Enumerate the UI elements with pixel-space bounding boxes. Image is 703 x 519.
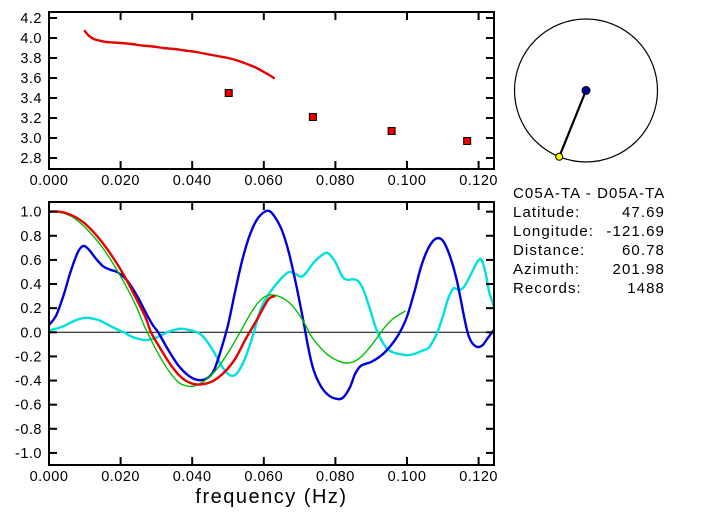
azimuth-station-dot xyxy=(555,152,564,161)
station-pair-title: C05A-TA - D05A-TA xyxy=(513,185,666,202)
x-tick-label: 0.020 xyxy=(101,469,140,485)
y-tick-label: 0.0 xyxy=(20,325,42,341)
y-tick-label: -0.4 xyxy=(15,374,42,390)
info-label: Azimuth: xyxy=(513,261,581,278)
azimuth-circle xyxy=(513,18,659,163)
y-tick-label: -0.8 xyxy=(15,422,42,438)
cyan-curve xyxy=(49,251,494,378)
x-tick-label: 0.060 xyxy=(244,173,283,189)
azimuth-line xyxy=(558,90,588,158)
x-tick-label: 0.040 xyxy=(173,469,212,485)
x-tick-label: 0.080 xyxy=(316,173,355,189)
info-value: -121.69 xyxy=(606,223,665,240)
center-station-dot xyxy=(581,86,591,95)
red-dispersion-curve xyxy=(83,29,275,80)
info-label: Latitude: xyxy=(513,204,581,221)
info-value: 201.98 xyxy=(612,261,665,278)
y-tick-label: 3.2 xyxy=(20,111,42,127)
x-tick-label: 0.000 xyxy=(30,173,69,189)
x-tick-label: 0.000 xyxy=(30,469,69,485)
azimuth-panel xyxy=(513,18,659,163)
velocity-marker xyxy=(463,137,472,145)
y-tick-label: 3.4 xyxy=(20,91,42,107)
y-tick-label: 0.4 xyxy=(20,277,42,293)
info-row-distance: Distance: 60.78 xyxy=(513,241,665,260)
info-value: 60.78 xyxy=(621,242,665,259)
series-group xyxy=(49,209,494,401)
x-tick-label: 0.100 xyxy=(388,173,427,189)
y-tick-label: 0.6 xyxy=(20,253,42,269)
x-tick-label: 0.020 xyxy=(101,173,140,189)
y-tick-label: 3.8 xyxy=(20,51,42,67)
plot-frame xyxy=(48,11,495,170)
y-tick-label: 1.0 xyxy=(20,205,42,221)
x-axis-title: frequency (Hz) xyxy=(195,486,348,508)
info-row-azimuth: Azimuth: 201.98 xyxy=(513,260,665,279)
plot-frame xyxy=(48,201,495,466)
velocity-marker xyxy=(387,127,396,135)
info-label: Distance: xyxy=(513,242,586,259)
y-tick-label: -1.0 xyxy=(15,446,42,462)
y-tick-label: -0.2 xyxy=(15,349,42,365)
velocity-marker xyxy=(224,89,233,97)
x-tick-label: 0.060 xyxy=(244,469,283,485)
info-value: 1488 xyxy=(627,280,665,297)
x-tick-label: 0.080 xyxy=(316,469,355,485)
series-group xyxy=(83,29,275,80)
y-tick-label: 2.8 xyxy=(20,151,42,167)
info-label: Longitude: xyxy=(513,223,595,240)
y-tick-label: 4.2 xyxy=(20,11,42,27)
y-tick-label: 3.0 xyxy=(20,131,42,147)
blue-curve xyxy=(49,209,494,401)
info-row-longitude: Longitude: -121.69 xyxy=(513,222,665,241)
y-tick-label: -0.6 xyxy=(15,398,42,414)
x-tick-label: 0.040 xyxy=(173,173,212,189)
info-label: Records: xyxy=(513,280,582,297)
info-value: 47.69 xyxy=(621,204,665,221)
waveform-plot: 0.000 0.020 0.040 0.060 0.080 0.100 0.120 -1.0 -… xyxy=(15,201,498,485)
x-tick-label: 0.100 xyxy=(388,469,427,485)
green-curve xyxy=(49,211,406,388)
dispersion-plot: 0.000 0.020 0.040 0.060 0.080 0.100 0.120 2.8 3.… xyxy=(20,11,498,189)
y-tick-label: 0.8 xyxy=(20,229,42,245)
x-tick-label: 0.120 xyxy=(459,469,498,485)
y-tick-label: 0.2 xyxy=(20,301,42,317)
station-info-panel: C05A-TA - D05A-TA Latitude: 47.69 Longit… xyxy=(513,184,681,298)
red-curve xyxy=(49,210,276,386)
x-tick-label: 0.120 xyxy=(459,173,498,189)
info-row-latitude: Latitude: 47.69 xyxy=(513,203,665,222)
y-tick-label: 4.0 xyxy=(20,31,42,47)
info-row-records: Records: 1488 xyxy=(513,279,665,298)
velocity-marker xyxy=(308,113,317,121)
y-tick-label: 3.6 xyxy=(20,71,42,87)
